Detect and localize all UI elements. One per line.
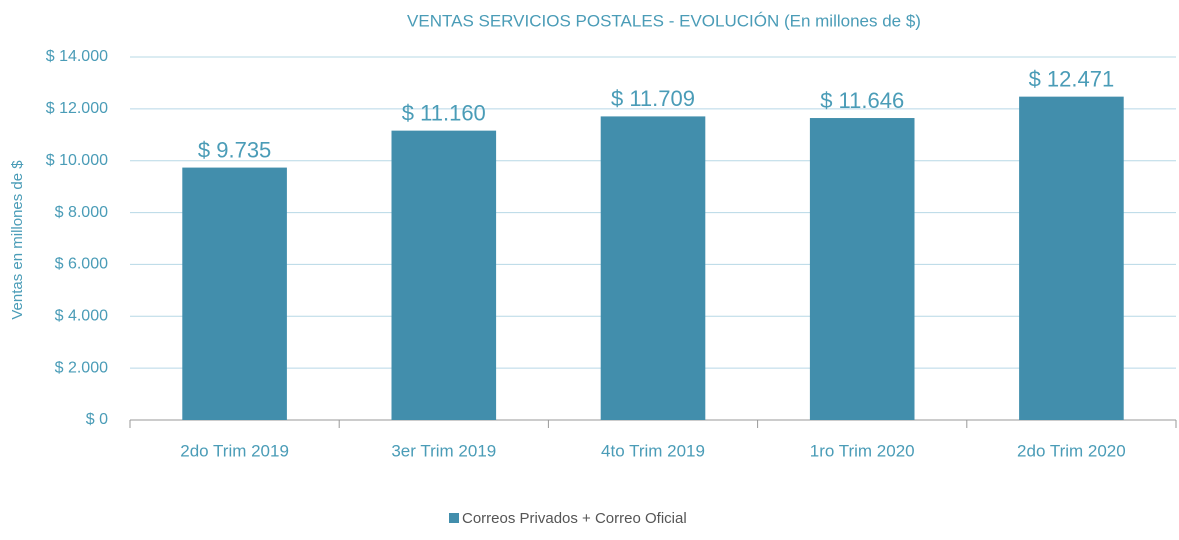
legend-swatch — [449, 513, 459, 523]
value-label: $ 11.709 — [611, 86, 695, 111]
value-label: $ 12.471 — [1029, 66, 1115, 91]
chart-title: VENTAS SERVICIOS POSTALES - EVOLUCIÓN (E… — [407, 11, 921, 30]
bar — [1019, 96, 1124, 421]
y-tick-label: $ 2.000 — [55, 359, 108, 376]
legend-label: Correos Privados + Correo Oficial — [462, 510, 687, 527]
bar — [182, 167, 287, 420]
y-axis-title: Ventas en millones de $ — [9, 160, 26, 320]
bar — [809, 118, 915, 420]
x-tick-label: 3er Trim 2019 — [391, 441, 496, 460]
value-label: $ 11.646 — [820, 88, 904, 113]
bar — [600, 116, 706, 421]
x-tick-label: 1ro Trim 2020 — [810, 441, 915, 460]
value-label: $ 9.735 — [198, 137, 271, 162]
x-tick-label: 2do Trim 2019 — [180, 441, 289, 460]
bar — [391, 130, 497, 420]
x-tick-label: 4to Trim 2019 — [601, 441, 705, 460]
y-tick-label: $ 8.000 — [55, 204, 108, 221]
y-tick-label: $ 0 — [86, 411, 108, 428]
y-tick-label: $ 12.000 — [46, 100, 108, 117]
value-label: $ 11.160 — [402, 100, 486, 125]
y-tick-label: $ 10.000 — [46, 152, 108, 169]
x-tick-label: 2do Trim 2020 — [1017, 441, 1126, 460]
y-tick-label: $ 6.000 — [55, 256, 108, 273]
y-tick-label: $ 4.000 — [55, 308, 108, 325]
y-tick-label: $ 14.000 — [46, 48, 108, 65]
